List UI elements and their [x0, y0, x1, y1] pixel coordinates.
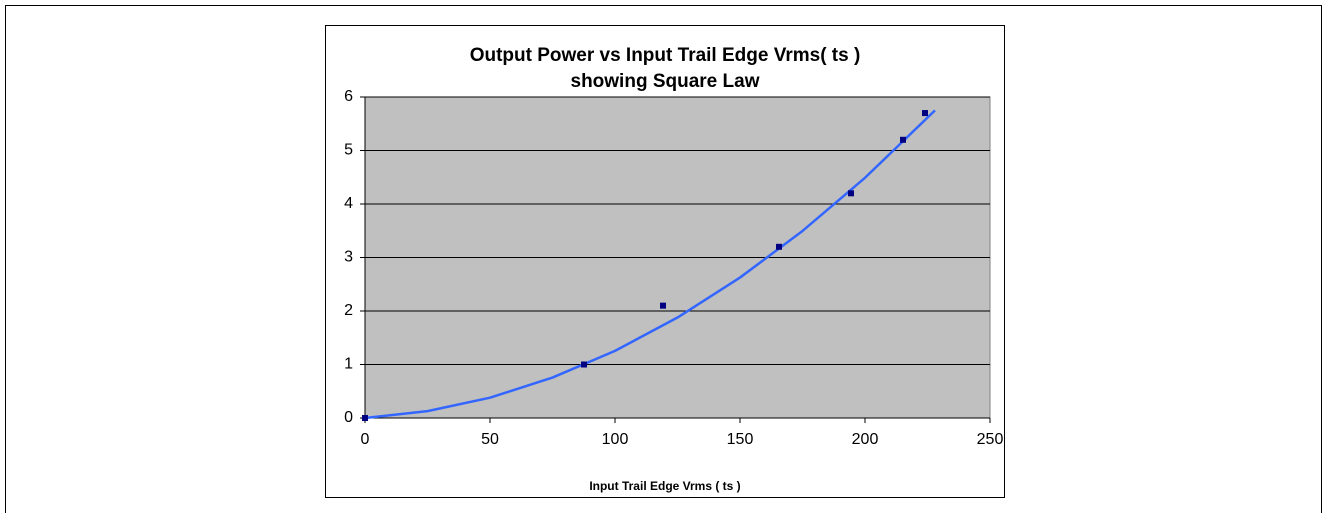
trendline	[364, 109, 936, 420]
chart-title: Output Power vs Input Trail Edge Vrms( t…	[470, 45, 861, 66]
page-frame	[5, 5, 1322, 513]
chart-subtitle: showing Square Law	[571, 71, 760, 92]
y-tick-label: 1	[344, 356, 353, 373]
point	[581, 361, 587, 368]
y-tick-label: 4	[344, 195, 353, 212]
y-tick-label: 6	[344, 88, 353, 105]
point	[848, 190, 854, 197]
y-tick-label: 3	[344, 249, 353, 266]
x-tick-label: 50	[481, 431, 499, 448]
point	[362, 415, 368, 421]
x-axis-title: Input Trail Edge Vrms ( ts )	[589, 479, 740, 493]
point	[900, 136, 906, 143]
x-tick-label: 200	[852, 431, 879, 448]
y-tick-label: 5	[344, 142, 353, 159]
x-tick-label: 100	[602, 431, 629, 448]
x-tick-label: 150	[727, 431, 754, 448]
point	[660, 302, 666, 309]
point	[776, 243, 782, 250]
y-tick-label: 2	[344, 302, 353, 319]
y-tick-label: 0	[344, 409, 353, 426]
x-tick-label: 250	[977, 431, 1004, 448]
point	[922, 110, 928, 117]
x-tick-label: 0	[361, 431, 370, 448]
